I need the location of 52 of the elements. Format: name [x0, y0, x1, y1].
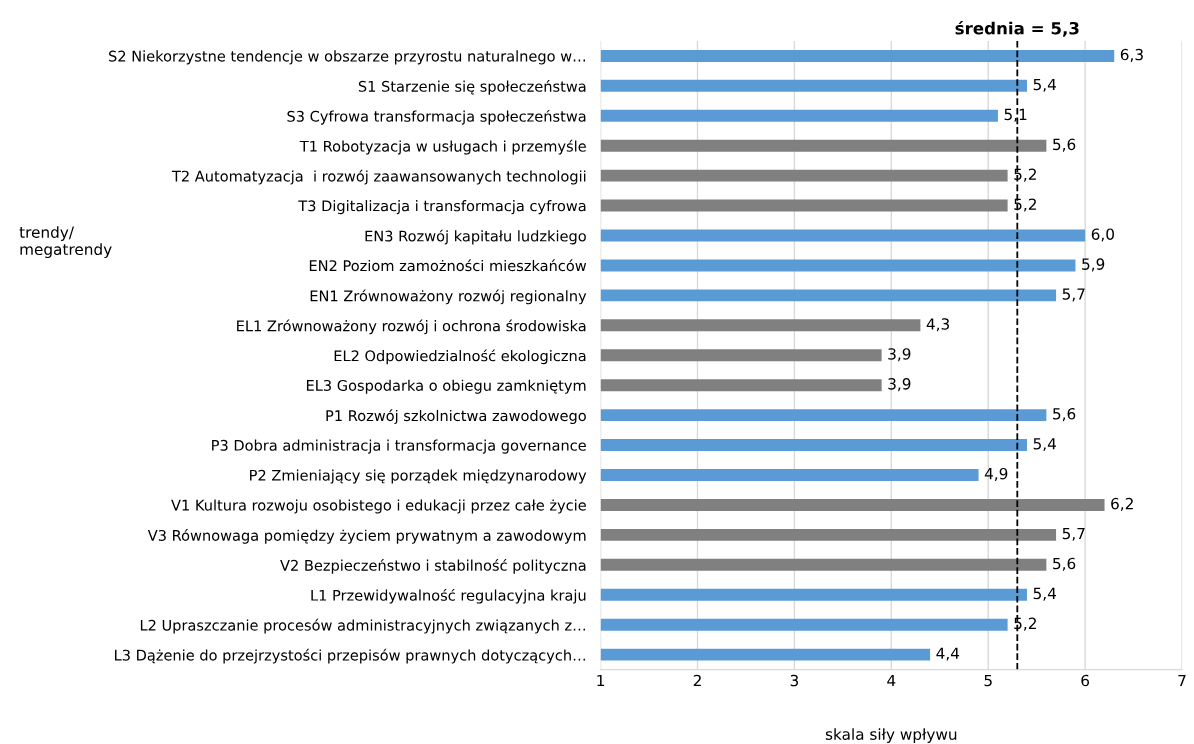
data-label: 6,2: [1111, 497, 1133, 511]
data-label: 4,9: [984, 467, 1008, 481]
data-label: 6,3: [1120, 48, 1143, 62]
x-tick-label: 7: [1178, 674, 1186, 687]
data-label: 6,0: [1091, 228, 1114, 242]
y-tick-label: S2 Niekorzystne tendencje w obszarze przyrostu naturalnego w…: [109, 50, 586, 65]
data-label: 5,2: [1014, 617, 1036, 631]
y-axis-title: trendy/ megatrendy: [19, 226, 112, 259]
y-tick-label: EL2 Odpowiedzialność ekologiczna: [334, 349, 586, 365]
y-tick-label: EN3 Rozwój kapitału ludzkiego: [365, 229, 586, 245]
y-tick-label: L2 Upraszczanie procesów administracyjnych związanych z…: [140, 618, 586, 634]
y-tick-label: EN2 Poziom zamożności mieszkańców: [309, 259, 587, 272]
y-tick-label: L3 Dążenie do przejrzystości przepisów prawnych dotyczących…: [115, 648, 586, 664]
x-tick-label: 5: [984, 674, 992, 687]
data-label: 5,2: [1014, 198, 1036, 212]
data-label: 5,4: [1033, 78, 1056, 92]
data-label: 5,2: [1014, 168, 1036, 182]
data-label: 5,6: [1053, 408, 1076, 422]
data-label: 5,9: [1082, 258, 1105, 272]
data-label: 3,9: [888, 348, 911, 362]
y-tick-label: P3 Dobra administracja i transformacja governance: [212, 439, 586, 454]
data-label: 3,9: [888, 378, 911, 392]
x-tick-label: 4: [887, 674, 896, 687]
y-tick-label: T2 Automatyzacja i rozwój zaawansowanych technologii: [171, 169, 586, 185]
y-tick-label: V3 Równowaga pomiędzy życiem prywatnym a zawodowym: [147, 529, 586, 544]
y-tick-label: P1 Rozwój szkolnictwa zawodowego: [326, 409, 586, 424]
data-label: 5,4: [1033, 438, 1056, 452]
y-tick-label: S3 Cyfrowa transformacja społeczeństwa: [287, 109, 586, 125]
y-tick-label: T3 Digitalizacja i transformacja cyfrowa: [298, 200, 586, 215]
y-tick-label: S1 Starzenie się społeczeństwa: [358, 79, 586, 95]
y-tick-label: EL3 Gospodarka o obiegu zamkniętym: [306, 379, 586, 394]
data-label: 4,3: [926, 318, 950, 332]
x-tick-label: 2: [693, 674, 701, 687]
y-tick-label: V1 Kultura rozwoju osobistego i edukacji przez całe życie: [171, 499, 586, 514]
y-tick-label: V2 Bezpieczeństwo i stabilność polityczna: [280, 558, 586, 574]
x-tick-label: 1: [597, 674, 605, 687]
data-label: 5,6: [1053, 557, 1076, 571]
data-label: 5,1: [1004, 108, 1027, 122]
y-tick-label: P2 Zmieniający się porządek międzynarodowy: [250, 469, 587, 484]
ref-line-label: średnia = 5,3: [955, 20, 1079, 37]
x-axis-title: skala siły wpływu: [825, 728, 957, 743]
data-label: 4,4: [936, 647, 960, 661]
data-label: 5,7: [1062, 527, 1085, 541]
y-tick-label: EL1 Zrównoważony rozwój i ochrona środowiska: [237, 319, 586, 335]
x-tick-label: 3: [790, 674, 799, 687]
x-tick-label: 6: [1081, 674, 1090, 687]
y-tick-label: L1 Przewidywalność regulacyjna kraju: [311, 588, 586, 604]
y-tick-label: T1 Robotyzacja w usługach i przemyśle: [299, 139, 586, 155]
data-label: 5,4: [1033, 587, 1056, 601]
y-tick-label: EN1 Zrównoważony rozwój regionalny: [310, 289, 587, 305]
data-label: 5,7: [1062, 288, 1085, 302]
data-label: 5,6: [1053, 138, 1076, 152]
